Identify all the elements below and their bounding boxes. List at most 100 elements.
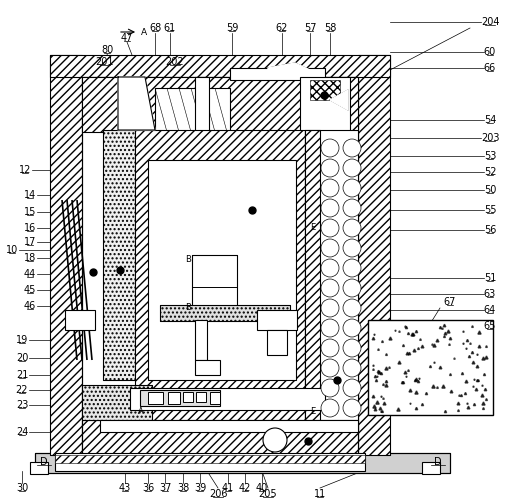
Circle shape [343, 219, 361, 237]
Circle shape [321, 379, 339, 397]
Text: 20: 20 [16, 353, 28, 363]
Text: 12: 12 [19, 165, 31, 175]
Polygon shape [268, 63, 310, 77]
Text: 57: 57 [304, 23, 316, 33]
Bar [155, 88, 230, 132]
Text: 63: 63 [484, 289, 496, 299]
Text: 16: 16 [24, 223, 36, 233]
Bar [55, 453, 365, 471]
Circle shape [343, 159, 361, 177]
Bar [160, 305, 290, 321]
Bar [192, 255, 237, 287]
Circle shape [343, 139, 361, 157]
Text: 18: 18 [24, 253, 36, 263]
Bar [50, 55, 390, 77]
Bar [82, 420, 358, 455]
Circle shape [321, 259, 339, 277]
Circle shape [343, 399, 361, 417]
Bar [300, 77, 350, 132]
Text: 206: 206 [209, 489, 227, 499]
Text: 45: 45 [24, 285, 36, 295]
Bar [82, 385, 152, 420]
Bar [35, 453, 450, 473]
Text: D: D [40, 457, 48, 467]
Bar [148, 392, 163, 404]
Text: 201: 201 [96, 57, 114, 67]
Bar [55, 455, 365, 463]
Bar [103, 130, 135, 380]
Text: 36: 36 [142, 483, 154, 493]
Bar [422, 462, 440, 474]
Circle shape [321, 399, 339, 417]
Circle shape [343, 319, 361, 337]
Text: E: E [310, 224, 315, 233]
Circle shape [321, 219, 339, 237]
Circle shape [321, 279, 339, 297]
Circle shape [343, 179, 361, 197]
Circle shape [343, 299, 361, 317]
Bar [82, 77, 358, 132]
Text: 30: 30 [16, 483, 28, 493]
Text: 10: 10 [6, 245, 18, 255]
Bar [210, 392, 220, 404]
Text: 15: 15 [24, 207, 36, 217]
Bar [195, 360, 220, 375]
Bar [195, 320, 207, 360]
Text: 65: 65 [484, 321, 496, 331]
Text: 67: 67 [444, 297, 456, 307]
Circle shape [321, 319, 339, 337]
Bar [82, 77, 358, 132]
Text: 52: 52 [484, 167, 496, 177]
Bar [305, 130, 320, 420]
Text: 55: 55 [484, 205, 496, 215]
Bar [368, 320, 493, 415]
Text: E: E [310, 408, 315, 417]
Bar [196, 392, 206, 402]
Circle shape [343, 239, 361, 257]
Bar [65, 310, 95, 330]
Bar [310, 80, 340, 100]
Text: 43: 43 [119, 483, 131, 493]
Text: 14: 14 [24, 190, 36, 200]
Bar [103, 130, 135, 380]
Bar [192, 255, 237, 320]
Text: 44: 44 [24, 269, 36, 279]
Text: 41: 41 [222, 483, 234, 493]
Text: 80: 80 [101, 45, 113, 55]
Circle shape [343, 359, 361, 377]
Circle shape [321, 339, 339, 357]
Circle shape [321, 239, 339, 257]
Bar [230, 68, 325, 80]
Circle shape [321, 299, 339, 317]
Text: 59: 59 [226, 23, 238, 33]
Bar [82, 385, 152, 420]
Bar [257, 310, 297, 330]
Text: 60: 60 [484, 47, 496, 57]
Text: 50: 50 [484, 185, 496, 195]
Bar [35, 453, 450, 473]
Bar [50, 55, 82, 455]
Bar [183, 392, 193, 402]
Text: 42: 42 [239, 483, 251, 493]
Text: 47: 47 [121, 33, 133, 43]
Text: 54: 54 [484, 115, 496, 125]
Circle shape [263, 428, 287, 452]
Bar [195, 77, 209, 277]
Text: 40: 40 [256, 483, 268, 493]
Circle shape [321, 179, 339, 197]
Text: B: B [185, 303, 191, 312]
Text: 17: 17 [24, 237, 36, 247]
Text: 46: 46 [24, 301, 36, 311]
Text: 204: 204 [481, 17, 499, 27]
Bar [305, 130, 358, 420]
Text: 203: 203 [481, 133, 499, 143]
Text: 53: 53 [484, 151, 496, 161]
Text: 39: 39 [194, 483, 206, 493]
Bar [130, 388, 325, 410]
Text: 19: 19 [16, 335, 28, 345]
Text: A: A [141, 27, 147, 36]
Bar [358, 55, 390, 455]
Text: B: B [185, 255, 191, 264]
Text: 11: 11 [314, 489, 326, 499]
Text: 58: 58 [324, 23, 336, 33]
